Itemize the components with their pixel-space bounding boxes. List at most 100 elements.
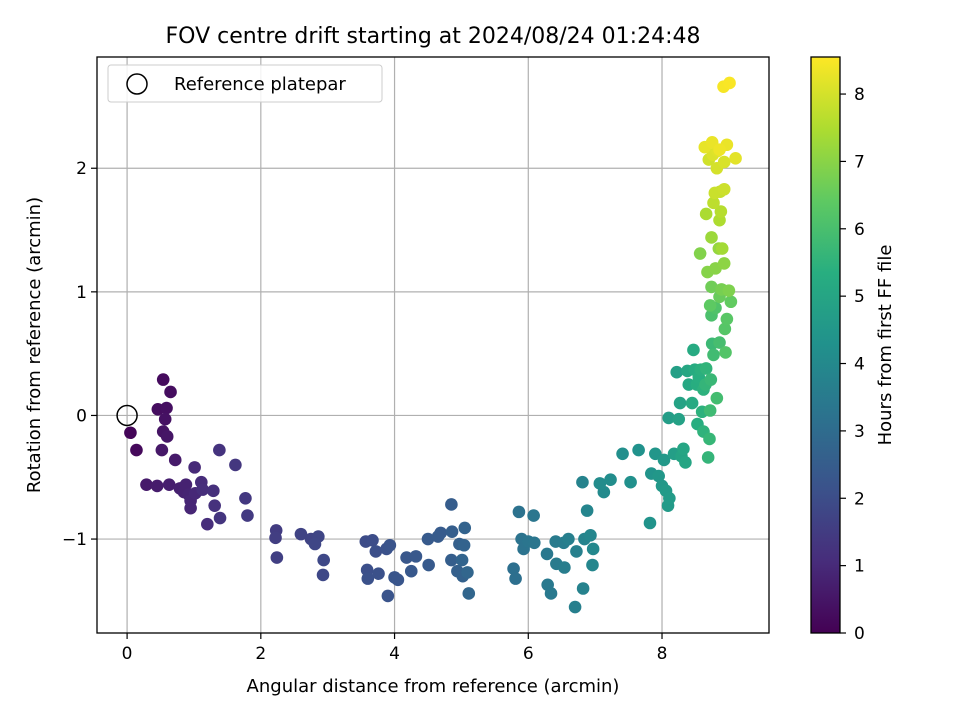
colorbar-label: Hours from first FF file bbox=[875, 245, 896, 446]
scatter-point bbox=[703, 432, 716, 446]
scatter-point bbox=[455, 553, 469, 567]
colorbar-tick-label: 8 bbox=[854, 85, 865, 105]
scatter-point bbox=[699, 362, 713, 375]
scatter-point bbox=[462, 587, 476, 600]
scatter-point bbox=[576, 475, 589, 489]
colorbar-ticks: 0 1 2 3 4 5 6 7 8 bbox=[840, 85, 865, 644]
scatter-point bbox=[562, 532, 575, 546]
scatter-point bbox=[670, 365, 684, 379]
legend-box bbox=[107, 64, 383, 103]
scatter-point bbox=[527, 509, 540, 522]
scatter-point bbox=[701, 451, 715, 464]
scatter-point bbox=[593, 477, 607, 490]
scatter-point bbox=[719, 346, 732, 359]
colorbar-tick-label: 6 bbox=[854, 220, 865, 240]
scatter-point bbox=[718, 322, 732, 336]
scatter-point bbox=[168, 453, 182, 467]
scatter-point bbox=[643, 516, 657, 530]
scatter-point bbox=[422, 558, 435, 572]
scatter-point bbox=[570, 545, 583, 558]
scatter-point bbox=[372, 567, 385, 580]
scatter-point bbox=[164, 385, 177, 399]
scatter-point bbox=[729, 152, 742, 165]
colorbar-tick-label: 1 bbox=[854, 557, 865, 577]
chart-title: FOV centre drift starting at 2024/08/24 … bbox=[166, 24, 701, 49]
x-tick-label: 6 bbox=[523, 644, 534, 664]
scatter-point bbox=[201, 517, 214, 531]
scatter-point bbox=[707, 196, 720, 210]
y-axis-label: Rotation from reference (arcmin) bbox=[24, 197, 45, 493]
x-tick-label: 0 bbox=[122, 644, 133, 664]
scatter-point bbox=[241, 509, 254, 522]
colorbar: 0 1 2 3 4 5 6 7 8 Hours from first FF file bbox=[810, 56, 896, 644]
x-axis-label: Angular distance from reference (arcmin) bbox=[247, 676, 620, 697]
scatter-point bbox=[381, 589, 395, 603]
scatter-point bbox=[528, 536, 541, 550]
x-tick-label: 2 bbox=[255, 644, 266, 664]
x-tick-label: 4 bbox=[389, 644, 400, 664]
scatter-point bbox=[710, 391, 724, 405]
scatter-point bbox=[662, 411, 676, 425]
scatter-point bbox=[724, 295, 738, 309]
scatter-point bbox=[717, 155, 731, 169]
scatter-point bbox=[160, 401, 173, 415]
scatter-point bbox=[366, 533, 379, 547]
scatter-point bbox=[445, 498, 458, 511]
scatter-point bbox=[294, 527, 308, 541]
scatter-point bbox=[722, 284, 736, 297]
scatter-point bbox=[213, 511, 227, 525]
scatter-point bbox=[580, 504, 594, 517]
scatter-points bbox=[116, 76, 742, 614]
scatter-point bbox=[458, 521, 472, 535]
scatter-point bbox=[162, 478, 176, 491]
scatter-point bbox=[652, 469, 665, 483]
scatter-point bbox=[624, 475, 637, 489]
scatter-point bbox=[616, 447, 629, 461]
colorbar-tick-label: 7 bbox=[854, 152, 865, 172]
scatter-point bbox=[445, 525, 459, 538]
y-tick-label: 2 bbox=[76, 159, 87, 179]
scatter-point bbox=[431, 530, 445, 543]
scatter-point bbox=[707, 348, 720, 362]
scatter-point bbox=[269, 531, 282, 545]
scatter-point bbox=[584, 529, 597, 542]
scatter-point bbox=[693, 247, 707, 260]
colorbar-gradient bbox=[810, 56, 841, 634]
scatter-point bbox=[685, 396, 699, 410]
scatter-point bbox=[717, 182, 731, 196]
scatter-point bbox=[160, 430, 174, 443]
scatter-point bbox=[677, 442, 690, 456]
scatter-point bbox=[714, 205, 728, 218]
y-tick-label: 0 bbox=[76, 406, 87, 426]
scatter-point bbox=[673, 396, 687, 410]
scatter-point bbox=[208, 499, 221, 512]
scatter-point bbox=[213, 443, 226, 457]
scatter-point bbox=[270, 551, 284, 564]
scatter-point bbox=[723, 76, 736, 90]
scatter-point bbox=[672, 412, 686, 426]
scatter-point bbox=[604, 473, 617, 487]
scatter-point bbox=[715, 242, 729, 255]
scatter-point bbox=[540, 547, 554, 561]
colorbar-tick-label: 3 bbox=[854, 422, 865, 442]
scatter-point bbox=[703, 299, 717, 312]
scatter-point bbox=[705, 280, 718, 294]
grid bbox=[97, 57, 769, 633]
scatter-point bbox=[703, 404, 717, 417]
scatter-point bbox=[207, 484, 220, 498]
scatter-point bbox=[649, 447, 662, 461]
scatter-point bbox=[361, 572, 375, 585]
scatter-point bbox=[576, 582, 590, 595]
scatter-point bbox=[317, 553, 330, 567]
scatter-point bbox=[158, 412, 172, 426]
scatter-point bbox=[196, 483, 209, 496]
scatter-point bbox=[704, 373, 718, 386]
scatter-point bbox=[421, 532, 435, 546]
scatter-point bbox=[239, 491, 252, 505]
scatter-point bbox=[124, 426, 137, 440]
scatter-point bbox=[461, 566, 474, 579]
scatter-point bbox=[308, 537, 322, 551]
scatter-point bbox=[188, 461, 201, 474]
x-tick-label: 8 bbox=[657, 644, 668, 664]
scatter-point bbox=[383, 538, 397, 552]
